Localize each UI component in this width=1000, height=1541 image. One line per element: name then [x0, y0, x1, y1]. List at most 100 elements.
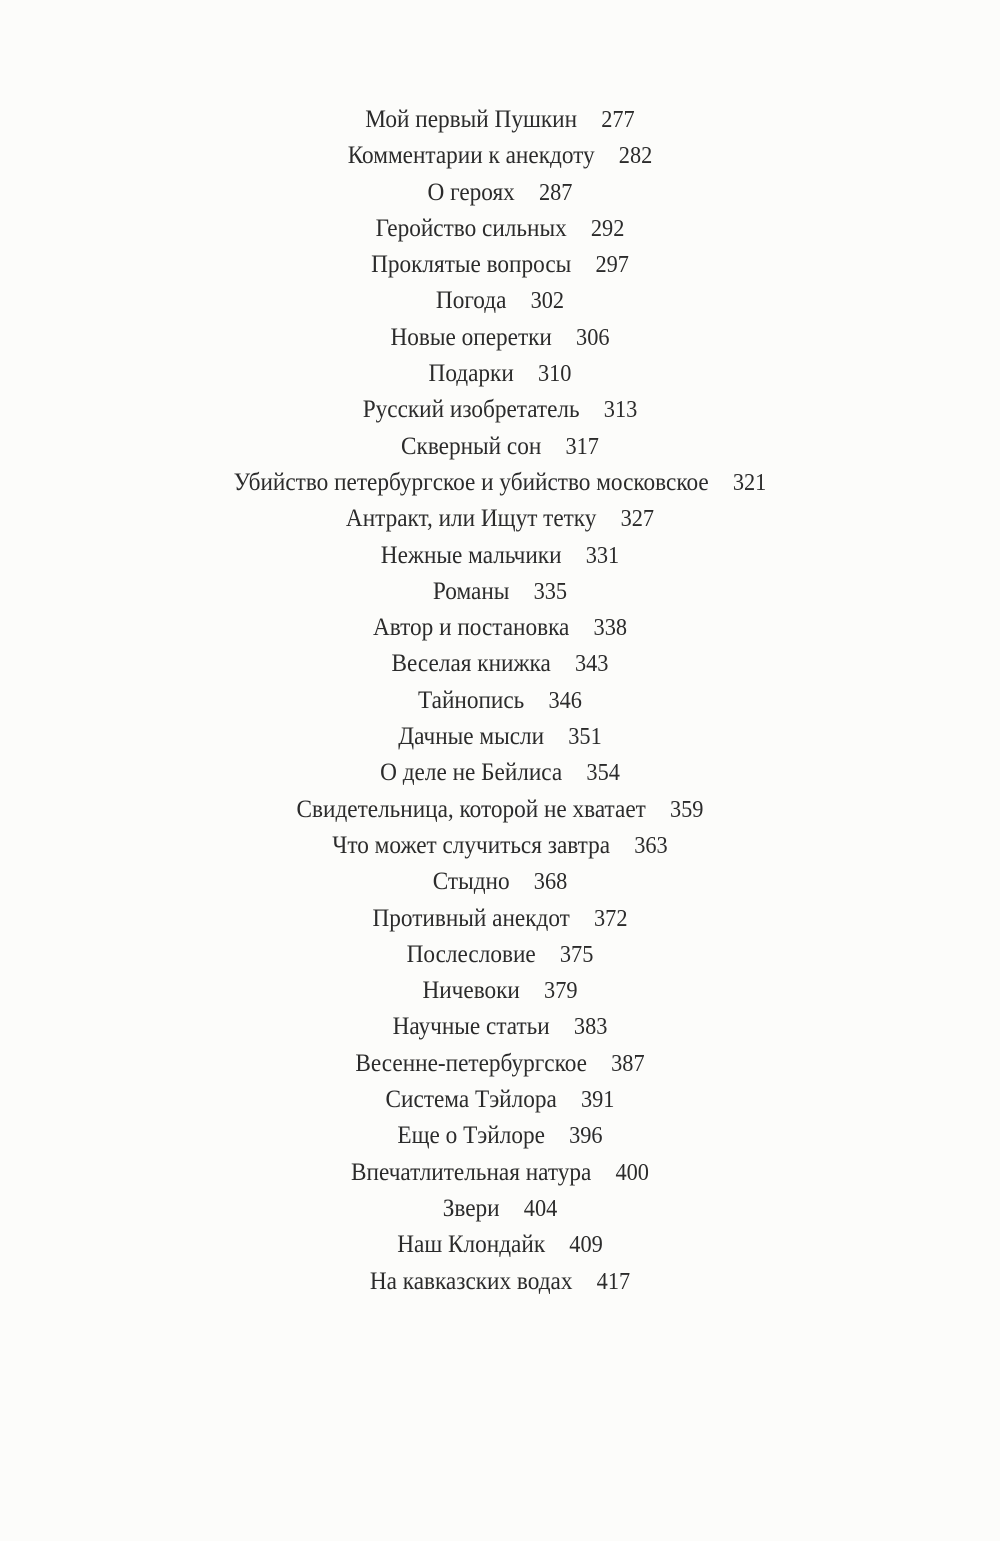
toc-entry-page-number: 391	[580, 1087, 615, 1114]
toc-entry-title: Погода	[435, 287, 507, 315]
toc-entry-page-number: 302	[530, 288, 565, 315]
toc-entry: Геройство сильных 292	[35, 211, 965, 247]
toc-entry-page-number: 327	[620, 506, 655, 533]
toc-entry: Что может случиться завтра 363	[35, 828, 965, 864]
toc-entry: Нежные мальчики 331	[35, 538, 965, 574]
toc-entry: Скверный сон 317	[35, 429, 965, 465]
toc-entry-title: Веселая книжка	[391, 650, 551, 678]
toc-entry: Тайнопись 346	[35, 683, 965, 719]
toc-entry-title: На кавказских водах	[369, 1267, 573, 1295]
toc-entry-title: О деле не Бейлиса	[380, 759, 563, 787]
toc-entry-title: Геройство сильных	[375, 214, 567, 242]
toc-entry: О деле не Бейлиса 354	[35, 755, 965, 791]
toc-entry-title: Подарки	[428, 360, 514, 388]
toc-entry-title: Дачные мысли	[398, 723, 545, 751]
toc-entry-page-number: 287	[538, 179, 573, 206]
toc-entry-title: Мой первый Пушкин	[365, 106, 578, 133]
table-of-contents: Мой первый Пушкин 277 Комментарии к анекдо…	[0, 102, 1000, 1300]
toc-entry-page-number: 306	[576, 324, 610, 351]
toc-entry: Звери 404	[35, 1191, 965, 1227]
toc-entry-title: О героях	[427, 178, 515, 206]
toc-entry-title: Система Тэйлора	[385, 1086, 557, 1114]
toc-entry-page-number: 372	[594, 905, 628, 932]
toc-entry-page-number: 346	[548, 687, 582, 714]
toc-entry: Романы 335	[35, 574, 965, 610]
toc-entry: Свидетельница, которой не хватает 359	[35, 792, 965, 828]
toc-entry: Антракт, или Ищут тетку 327	[35, 501, 965, 537]
toc-entry-title: Звери	[442, 1194, 500, 1222]
toc-entry-page-number: 354	[586, 760, 620, 787]
toc-entry-page-number: 387	[611, 1050, 645, 1077]
toc-entry-title: Антракт, или Ищут тетку	[345, 505, 597, 533]
toc-entry: На кавказских водах 417	[35, 1264, 965, 1300]
toc-entry: Наш Клондайк 409	[35, 1227, 965, 1263]
toc-entry-page-number: 383	[573, 1014, 608, 1041]
toc-entry-page-number: 282	[618, 143, 653, 170]
toc-entry-title: Тайнопись	[418, 686, 525, 714]
toc-entry-page-number: 359	[669, 796, 704, 823]
toc-entry-title: Романы	[432, 577, 510, 605]
toc-entry-page-number: 335	[533, 578, 568, 605]
toc-entry-title: Новые оперетки	[390, 323, 552, 351]
toc-entry-page-number: 404	[523, 1195, 558, 1222]
toc-entry-page-number: 379	[544, 978, 578, 1005]
toc-entry-title: Стыдно	[432, 868, 510, 896]
toc-entry-title: Наш Клондайк	[397, 1231, 546, 1259]
toc-entry-page-number: 317	[565, 433, 599, 460]
toc-entry: Еще о Тэйлоре 396	[35, 1118, 965, 1154]
toc-entry: Погода 302	[35, 283, 965, 319]
toc-entry-title: Послесловие	[406, 940, 536, 968]
toc-entry-page-number: 313	[603, 397, 638, 424]
toc-entry-title: Свидетельница, которой не хватает	[296, 795, 646, 823]
toc-entry-page-number: 375	[559, 941, 594, 968]
toc-entry: Стыдно 368	[35, 864, 965, 900]
toc-entry: Система Тэйлора 391	[35, 1082, 965, 1118]
toc-entry-page-number: 310	[537, 361, 572, 388]
toc-entry-title: Скверный сон	[401, 432, 542, 460]
toc-entry-page-number: 331	[585, 542, 620, 569]
toc-entry-title: Комментарии к анекдоту	[347, 142, 595, 170]
toc-entry-title: Автор и постановка	[372, 614, 570, 642]
toc-entry-page-number: 343	[574, 651, 609, 678]
toc-entry: Русский изобретатель 313	[35, 392, 965, 428]
toc-entry: Ничевоки 379	[35, 973, 965, 1009]
toc-entry-page-number: 351	[568, 724, 602, 751]
toc-entry-page-number: 409	[569, 1232, 603, 1259]
toc-entry: Мой первый Пушкин 277	[35, 102, 965, 138]
toc-entry: Противный анекдот 372	[35, 901, 965, 937]
toc-entry-page-number: 396	[569, 1123, 603, 1150]
toc-entry-page-number: 400	[615, 1159, 649, 1186]
toc-entry: Научные статьи 383	[35, 1009, 965, 1045]
toc-entry-page-number: 417	[596, 1268, 631, 1295]
toc-entry: О героях 287	[35, 175, 965, 211]
toc-entry-title: Убийство петербургское и убийство москов…	[233, 468, 709, 496]
toc-entry: Убийство петербургское и убийство москов…	[35, 465, 965, 501]
toc-entry-page-number: 292	[590, 215, 625, 242]
toc-entry-page-number: 297	[595, 252, 629, 279]
toc-entry-title: Противный анекдот	[372, 904, 570, 932]
toc-entry-title: Ничевоки	[422, 977, 520, 1005]
toc-entry-title: Проклятые вопросы	[371, 251, 572, 279]
toc-entry-page-number: 277	[601, 107, 635, 133]
toc-entry-title: Научные статьи	[392, 1013, 550, 1041]
toc-entry-page-number: 368	[533, 869, 568, 896]
toc-entry: Дачные мысли 351	[35, 719, 965, 755]
toc-entry-title: Еще о Тэйлоре	[397, 1122, 545, 1150]
toc-entry-title: Русский изобретатель	[362, 396, 580, 424]
toc-entry: Новые оперетки 306	[35, 320, 965, 356]
toc-entry: Послесловие 375	[35, 937, 965, 973]
toc-entry: Комментарии к анекдоту 282	[35, 138, 965, 174]
toc-entry-title: Впечатлительная натура	[351, 1158, 592, 1186]
toc-entry: Веселая книжка 343	[35, 646, 965, 682]
toc-entry: Подарки 310	[35, 356, 965, 392]
toc-entry: Весенне-петербургское 387	[35, 1046, 965, 1082]
toc-entry-page-number: 363	[634, 832, 668, 859]
toc-entry: Автор и постановка 338	[35, 610, 965, 646]
toc-entry-title: Весенне-петербургское	[355, 1049, 587, 1077]
toc-entry-title: Что может случиться завтра	[332, 831, 611, 859]
toc-entry: Впечатлительная натура 400	[35, 1155, 965, 1191]
toc-entry-page-number: 338	[593, 615, 628, 642]
toc-entry-title: Нежные мальчики	[380, 541, 562, 569]
toc-entry-page-number: 321	[732, 469, 767, 496]
toc-entry: Проклятые вопросы 297	[35, 247, 965, 283]
